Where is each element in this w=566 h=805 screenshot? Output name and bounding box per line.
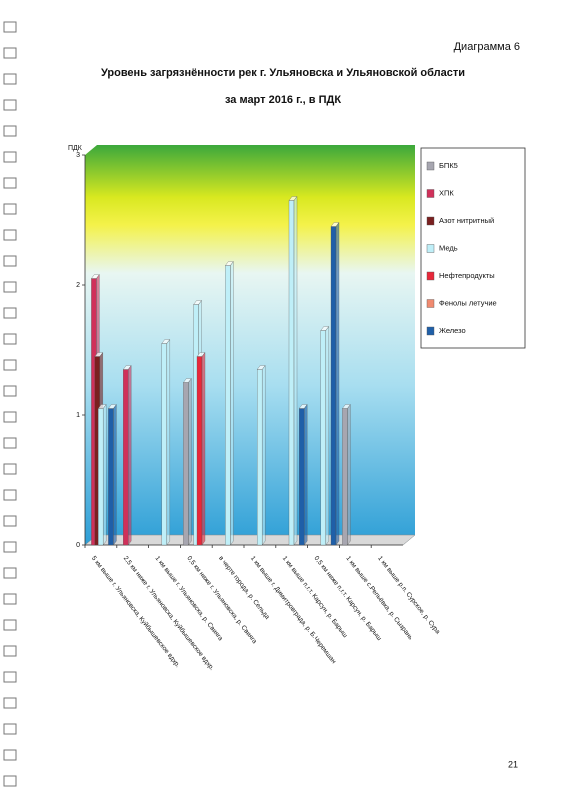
legend-label: ХПК	[439, 188, 454, 197]
bar-side	[188, 378, 192, 546]
chart-title: Уровень загрязнённости рек г. Ульяновска…	[101, 67, 465, 79]
bar-side	[262, 365, 266, 546]
binder-ring	[3, 411, 17, 423]
bar-side	[304, 404, 308, 546]
y-tick-label: 1	[76, 412, 80, 419]
legend-swatch	[426, 189, 435, 198]
bar-side	[325, 326, 329, 546]
legend-label: Азот нитритный	[439, 216, 494, 225]
legend-swatch	[426, 216, 435, 226]
legend-swatch	[426, 161, 435, 171]
binder-ring	[3, 307, 17, 319]
bar	[225, 265, 231, 546]
binder-ring	[3, 47, 17, 59]
y-tick-label: 0	[76, 542, 80, 549]
diagram-number: Диаграмма 6	[454, 41, 520, 53]
bar	[183, 382, 189, 546]
bar	[123, 369, 129, 546]
bar-side	[128, 365, 132, 546]
bar	[299, 408, 305, 546]
bar	[98, 408, 104, 546]
legend-box	[420, 147, 526, 349]
binder-ring	[3, 515, 17, 527]
binder-ring	[3, 125, 17, 137]
binder-ring	[3, 21, 17, 33]
binder-ring	[3, 255, 17, 267]
y-axis-label: ПДК	[68, 145, 83, 152]
binder-ring	[3, 203, 17, 215]
legend-swatch	[426, 326, 435, 336]
binder-ring	[3, 437, 17, 449]
binder-ring	[3, 463, 17, 475]
binder-ring	[3, 697, 17, 709]
binder-ring	[3, 489, 17, 501]
legend-label: Медь	[439, 243, 458, 252]
bar	[196, 356, 203, 546]
bar-side	[230, 261, 234, 546]
chart-subtitle: за март 2016 г., в ПДК	[225, 94, 341, 106]
bar	[161, 343, 167, 546]
binder-ring	[3, 541, 17, 553]
bar-side	[166, 339, 170, 546]
legend-label: Нефтепродукты	[439, 271, 495, 280]
binder-ring	[3, 723, 17, 735]
page-number: 21	[508, 759, 518, 769]
bar	[342, 408, 348, 546]
binder-ring	[3, 645, 17, 657]
binder-ring	[3, 151, 17, 163]
bar	[108, 408, 114, 546]
bar-side	[293, 196, 298, 546]
bar	[288, 200, 295, 546]
y-tick-label: 3	[76, 152, 80, 159]
legend-swatch	[426, 299, 435, 308]
y-tick-label: 2	[76, 282, 80, 289]
binder-ring	[3, 671, 17, 683]
plot-background	[85, 145, 415, 545]
binder-ring	[3, 775, 17, 787]
binder-rings	[3, 21, 17, 787]
legend-label: БПК5	[439, 161, 458, 170]
binder-ring	[3, 281, 17, 293]
bar	[257, 369, 263, 546]
legend-label: Железо	[439, 326, 466, 335]
binder-ring	[3, 177, 17, 189]
legend-swatch	[426, 271, 435, 281]
bar-side	[201, 352, 206, 546]
bar-side	[103, 404, 107, 546]
bar	[330, 226, 337, 546]
plot-floor	[84, 534, 416, 546]
binder-ring	[3, 359, 17, 371]
binder-ring	[3, 749, 17, 761]
binder-ring	[3, 229, 17, 241]
binder-ring	[3, 593, 17, 605]
binder-ring	[3, 99, 17, 111]
bar-side	[335, 222, 340, 546]
binder-ring	[3, 619, 17, 631]
binder-ring	[3, 333, 17, 345]
bar	[320, 330, 326, 546]
bar-side	[347, 404, 351, 546]
binder-ring	[3, 73, 17, 85]
binder-ring	[3, 567, 17, 579]
legend-swatch	[426, 244, 435, 253]
binder-ring	[3, 385, 17, 397]
legend-label: Фенолы летучие	[439, 298, 497, 307]
bar-side	[113, 404, 117, 546]
